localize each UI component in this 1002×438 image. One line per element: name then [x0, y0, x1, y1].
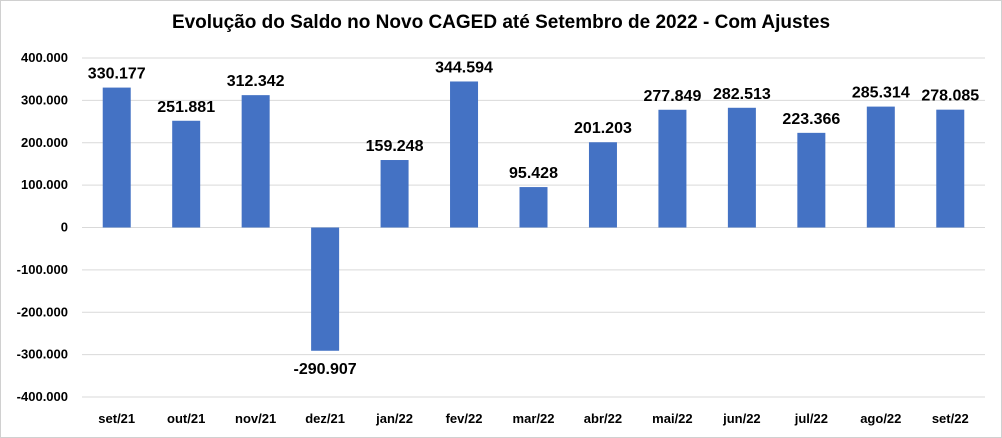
x-tick-label: nov/21: [235, 411, 276, 426]
x-tick-label: jun/22: [722, 411, 761, 426]
y-tick-label: -200.000: [17, 304, 68, 319]
bar-jan/22: [380, 160, 409, 228]
bar-abr/22: [588, 142, 617, 228]
bar-jun/22: [727, 107, 756, 228]
data-label: 312.342: [227, 73, 285, 90]
data-label: 223.366: [782, 111, 840, 128]
y-tick-label: 100.000: [21, 177, 68, 192]
y-tick-label: 400.000: [21, 50, 68, 65]
y-tick-label: -100.000: [17, 262, 68, 277]
data-label: 201.203: [574, 120, 632, 137]
x-tick-label: mar/22: [513, 411, 555, 426]
data-label: 159.248: [366, 138, 424, 155]
bar-nov/21: [241, 95, 270, 228]
data-label: 282.513: [713, 86, 771, 103]
bar-out/21: [172, 120, 201, 228]
bar-set/21: [102, 87, 131, 228]
x-tick-label: ago/22: [860, 411, 901, 426]
y-tick-label: -400.000: [17, 389, 68, 404]
x-tick-label: abr/22: [584, 411, 622, 426]
data-label: 285.314: [852, 85, 910, 102]
data-label: 277.849: [644, 88, 702, 105]
data-label: 344.594: [435, 59, 493, 76]
chart-title: Evolução do Saldo no Novo CAGED até Sete…: [171, 12, 831, 33]
x-tick-label: set/22: [932, 411, 969, 426]
bar-fev/22: [450, 81, 479, 228]
y-tick-label: 0: [61, 220, 68, 235]
bar-mar/22: [519, 187, 548, 228]
x-tick-label: set/21: [98, 411, 135, 426]
bar-mai/22: [658, 109, 687, 228]
data-label: 251.881: [157, 99, 215, 116]
x-tick-label: jul/22: [794, 411, 828, 426]
bar-set/22: [936, 109, 965, 228]
data-label: -290.907: [294, 361, 357, 378]
y-tick-label: -300.000: [17, 347, 68, 362]
bar-dez/21: [311, 227, 340, 351]
data-label: 95.428: [509, 165, 558, 182]
bar-jul/22: [797, 132, 826, 228]
x-tick-label: mai/22: [652, 411, 692, 426]
x-tick-label: dez/21: [305, 411, 345, 426]
data-label: 330.177: [88, 66, 146, 83]
x-tick-label: jan/22: [375, 411, 413, 426]
x-tick-label: fev/22: [446, 411, 483, 426]
y-tick-label: 200.000: [21, 135, 68, 150]
bar-ago/22: [866, 106, 895, 228]
x-tick-label: out/21: [167, 411, 205, 426]
y-tick-label: 300.000: [21, 92, 68, 107]
data-label: 278.085: [921, 88, 979, 105]
